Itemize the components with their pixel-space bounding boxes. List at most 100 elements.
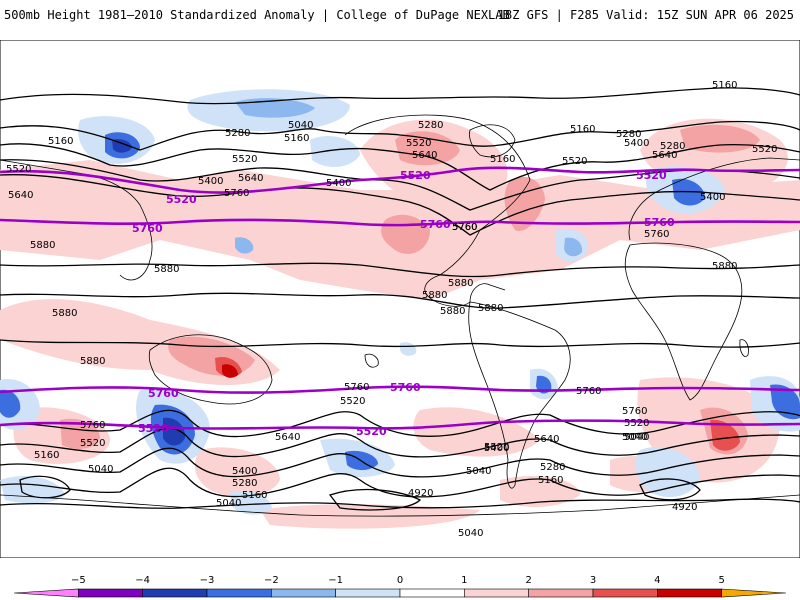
contour-line — [0, 339, 800, 348]
coastline-eurasia — [628, 157, 800, 241]
contour-label: 5520 — [562, 156, 587, 167]
contour-line — [639, 478, 701, 501]
contour-label: 5400 — [326, 178, 351, 189]
anomaly-area-pos — [500, 475, 580, 507]
contour-label: 5880 — [478, 303, 503, 314]
contour-line — [328, 488, 422, 511]
anomaly-area-pos — [194, 447, 280, 497]
coastline-south-america — [468, 301, 571, 489]
colorbar-swatch — [271, 588, 336, 598]
coastline-africa — [624, 242, 743, 401]
contour-label: 5160 — [538, 475, 563, 486]
contour-label: 5040 — [466, 466, 491, 477]
anomaly-area-pos — [710, 419, 740, 451]
contour-line — [0, 292, 800, 309]
contour-line — [19, 475, 71, 499]
anomaly-area-neg — [235, 237, 254, 254]
contour-label: 5160 — [570, 124, 595, 135]
anomaly-area-neg — [536, 375, 552, 394]
contour-label: 5040 — [288, 120, 313, 131]
colorbar-tick-label: −2 — [264, 575, 279, 586]
contour-label: 5760 — [576, 386, 601, 397]
anomaly-area-neg — [163, 417, 186, 446]
highlight-contours — [0, 166, 800, 430]
colorbar-swatch — [335, 588, 401, 598]
anomaly-area-pos — [504, 176, 545, 231]
highlight-label: 5760 — [644, 216, 675, 229]
contour-label: 5400 — [198, 176, 223, 187]
contour-label: 5040 — [622, 432, 647, 443]
contour-label: 5880 — [712, 261, 737, 272]
colorbar-tick-label: 3 — [590, 575, 596, 586]
anomaly-area-neg — [770, 384, 800, 420]
contour-label: 4920 — [408, 488, 433, 499]
colorbar-swatch — [206, 588, 272, 598]
anomaly-map: 5160 5040 5160 5280 5160 5280 5160 5280 … — [0, 40, 800, 558]
contour-line — [0, 143, 800, 191]
anomaly-area-pos — [60, 418, 100, 450]
colorbar-swatch — [592, 588, 658, 598]
contour-label: 5520 — [232, 154, 257, 165]
contour-label: 5280 — [540, 462, 565, 473]
anomaly-area-neg — [0, 475, 65, 504]
contour-label: 5040 — [458, 528, 483, 539]
contour-line — [0, 427, 800, 458]
highlight-contour-5520-south — [0, 419, 800, 430]
highlight-label: 5760 — [148, 387, 179, 400]
contour-label: 5400 — [232, 466, 257, 477]
contour-label: 5040 — [88, 464, 113, 475]
contour-label: 5160 — [48, 136, 73, 147]
contour-label: 5160 — [712, 80, 737, 91]
colorbar: −5 −4 −3 −2 −1 0 1 2 3 4 5 — [13, 575, 787, 598]
anomaly-area-neg — [310, 135, 360, 167]
contour-label: 5520 — [484, 442, 509, 453]
anomaly-area-neg — [235, 98, 315, 118]
contour-label: 5640 — [652, 150, 677, 161]
highlight-label: 5760 — [420, 218, 451, 231]
contour-label: 5280 — [616, 129, 641, 140]
contour-label: 5280 — [660, 141, 685, 152]
colorbar-swatch — [142, 588, 208, 598]
header: 500mb Height 1981–2010 Standardized Anom… — [0, 0, 800, 40]
highlight-label: 5760 — [132, 222, 163, 235]
colorbar-tick-label: −5 — [71, 575, 86, 586]
anomaly-area-pos — [222, 364, 238, 378]
colorbar-tick-label: −3 — [200, 575, 215, 586]
contour-label: 5880 — [154, 264, 179, 275]
contour-label: 5160 — [284, 133, 309, 144]
colorbar-tick-label: −4 — [135, 575, 150, 586]
contour-label: 5040 — [624, 432, 649, 443]
colorbar-swatch — [13, 588, 79, 598]
contour-label: 5280 — [225, 128, 250, 139]
contour-line — [0, 498, 800, 509]
contour-label: 5880 — [30, 240, 55, 251]
highlight-label: 5520 — [636, 169, 667, 182]
contour-label: 5880 — [422, 290, 447, 301]
contour-line — [0, 262, 800, 278]
colorbar-tick-label: 0 — [397, 575, 403, 586]
contour-line — [0, 409, 800, 438]
coastline-madagascar — [739, 339, 749, 357]
coastline-eurasia-west — [0, 159, 153, 281]
contour-line — [0, 120, 800, 151]
coastlines — [0, 114, 800, 517]
highlight-contour-5760-south — [0, 385, 800, 394]
contour-label: 5640 — [8, 190, 33, 201]
contour-label: 5760 — [344, 382, 369, 393]
colorbar-tick-label: 1 — [461, 575, 467, 586]
coastline-australia — [148, 334, 273, 405]
contour-label: 5760 — [224, 188, 249, 199]
contour-label: 5520 — [340, 396, 365, 407]
contour-label: 5640 — [534, 434, 559, 445]
contour-label: 5280 — [232, 478, 257, 489]
contour-label: 5160 — [242, 490, 267, 501]
contour-label: 5280 — [418, 120, 443, 131]
colorbar-swatch — [721, 588, 787, 598]
anomaly-area-pos — [680, 124, 760, 153]
colorbar-tick-label: 2 — [525, 575, 531, 586]
highlight-labels: 5520 5520 5520 5760 5760 5760 5760 5760 … — [132, 169, 675, 438]
contour-label: 5760 — [452, 222, 477, 233]
contour-label: 5880 — [440, 306, 465, 317]
colorbar-swatch — [399, 588, 465, 598]
contour-line — [0, 447, 800, 478]
